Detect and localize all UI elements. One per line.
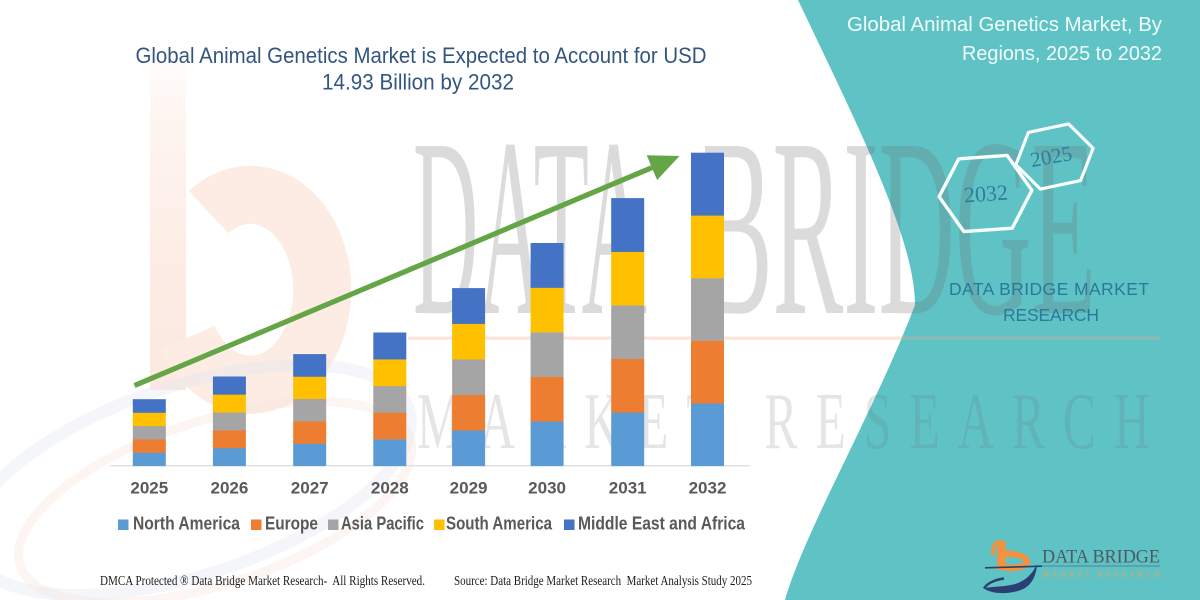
svg-text:Regions, 2025 to 2032: Regions, 2025 to 2032 <box>962 43 1162 65</box>
svg-text:DATA: DATA <box>413 87 647 369</box>
svg-text:DATA BRIDGE MARKET: DATA BRIDGE MARKET <box>949 279 1149 299</box>
svg-text:2032: 2032 <box>689 479 727 498</box>
svg-text:2032: 2032 <box>963 179 1009 207</box>
svg-text:RESEARCH: RESEARCH <box>1003 305 1099 325</box>
svg-text:Middle East and Africa: Middle East and Africa <box>578 514 746 534</box>
svg-text:2025: 2025 <box>130 479 168 498</box>
svg-text:BRIDGE: BRIDGE <box>702 87 1096 369</box>
svg-text:2030: 2030 <box>528 479 566 498</box>
svg-text:Global Animal Genetics Market: Global Animal Genetics Market is Expecte… <box>136 43 707 68</box>
svg-text:2028: 2028 <box>371 479 409 498</box>
svg-text:DMCA Protected ® Data Bridge M: DMCA Protected ® Data Bridge Market Rese… <box>100 573 425 588</box>
svg-text:14.93 Billion by 2032: 14.93 Billion by 2032 <box>322 69 514 94</box>
svg-text:South America: South America <box>446 514 553 534</box>
svg-text:North America: North America <box>133 514 241 534</box>
svg-text:Asia Pacific: Asia Pacific <box>341 514 424 534</box>
svg-text:2031: 2031 <box>609 479 647 498</box>
svg-text:2027: 2027 <box>291 479 329 498</box>
svg-text:2026: 2026 <box>210 479 248 498</box>
svg-text:DATA BRIDGE: DATA BRIDGE <box>1042 547 1160 568</box>
svg-text:2029: 2029 <box>450 479 488 498</box>
svg-text:Source: Data Bridge Market Res: Source: Data Bridge Market Research Mark… <box>454 573 752 588</box>
svg-text:Europe: Europe <box>265 514 318 534</box>
svg-text:Global Animal Genetics Market,: Global Animal Genetics Market, By <box>847 14 1162 36</box>
svg-text:MARKET RESEARCH: MARKET RESEARCH <box>1042 570 1160 579</box>
